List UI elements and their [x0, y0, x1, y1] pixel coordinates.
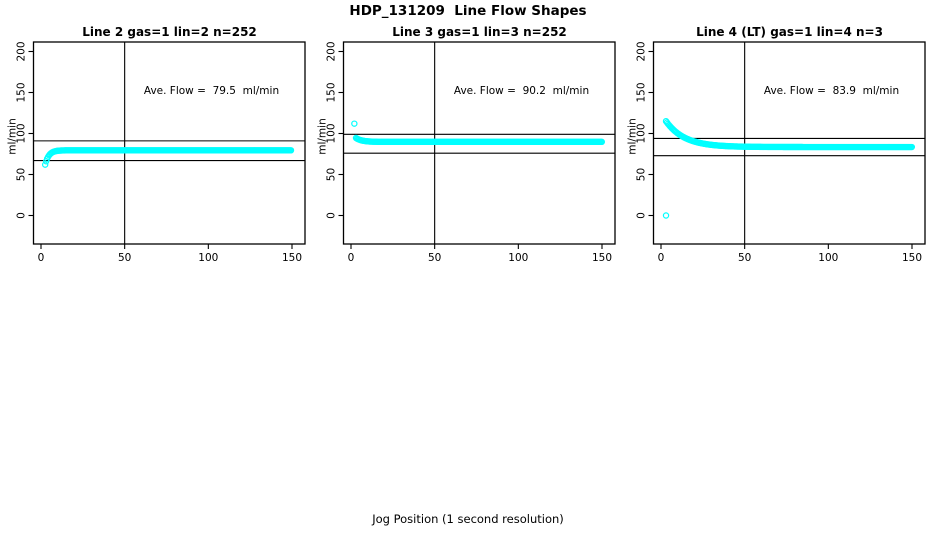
panel-1-title: Line 2 gas=1 lin=2 n=252	[82, 25, 257, 39]
y-tick-label: 50	[16, 168, 28, 181]
data-points	[662, 117, 916, 219]
x-tick-label: 50	[738, 252, 751, 264]
x-tick-label: 0	[348, 252, 355, 264]
data-points	[351, 120, 606, 146]
panel-2-plot: 0 50 100 150 0 50 100 150 200	[326, 41, 616, 264]
panel-3-y-axis-label: ml/min	[626, 118, 638, 155]
panel-3-ave-flow-annotation: Ave. Flow = 83.9 ml/min	[763, 85, 900, 97]
y-tick-label: 200	[16, 41, 28, 61]
data-point	[908, 143, 916, 151]
y-tick-label: 200	[326, 41, 338, 61]
x-tick-label: 50	[428, 252, 441, 264]
y-tick-label: 0	[16, 212, 28, 219]
panel-3-plot: 0 50 100 150 0 50 100 150 200	[636, 41, 926, 264]
y-tick-label: 150	[16, 82, 28, 102]
outlier-point	[351, 120, 358, 127]
x-tick-label: 100	[818, 252, 838, 264]
y-tick-label: 100	[636, 123, 648, 143]
x-tick-label: 150	[282, 252, 302, 264]
x-tick-label: 150	[592, 252, 612, 264]
outlier-point	[662, 212, 670, 219]
panel-3-title: Line 4 (LT) gas=1 lin=4 n=3	[696, 25, 883, 39]
x-axis-label: Jog Position (1 second resolution)	[372, 512, 564, 526]
plot-box	[652, 41, 926, 245]
x-tick-label: 0	[658, 252, 665, 264]
y-tick-label: 150	[636, 82, 648, 102]
panel-1-y-axis-label: ml/min	[6, 118, 18, 155]
y-tick-label: 0	[326, 212, 338, 219]
panel-2-title: Line 3 gas=1 lin=3 n=252	[392, 25, 567, 39]
x-tick-label: 100	[198, 252, 218, 264]
x-tick-label: 50	[118, 252, 131, 264]
data-point	[287, 147, 295, 154]
y-tick-label: 150	[326, 82, 338, 102]
data-points	[41, 147, 295, 168]
data-point	[41, 161, 49, 168]
y-tick-label: 50	[636, 168, 648, 181]
panel-1-ave-flow-annotation: Ave. Flow = 79.5 ml/min	[143, 85, 280, 97]
y-tick-label: 100	[16, 123, 28, 143]
data-point	[598, 138, 606, 146]
y-tick-label: 200	[636, 41, 648, 61]
x-tick-label: 150	[902, 252, 922, 264]
x-tick-label: 0	[38, 252, 45, 264]
x-tick-label: 100	[508, 252, 528, 264]
y-tick-label: 50	[326, 168, 338, 181]
plot-box	[32, 41, 306, 245]
y-tick-label: 100	[326, 123, 338, 143]
plot-box	[342, 41, 616, 245]
panel-2-y-axis-label: ml/min	[316, 118, 328, 155]
panel-1-plot: 0 50 100 150 0 50 100 150 200	[16, 41, 306, 264]
y-tick-label: 0	[636, 212, 648, 219]
figure-title: HDP_131209 Line Flow Shapes	[349, 3, 587, 19]
panel-2-ave-flow-annotation: Ave. Flow = 90.2 ml/min	[453, 85, 590, 97]
